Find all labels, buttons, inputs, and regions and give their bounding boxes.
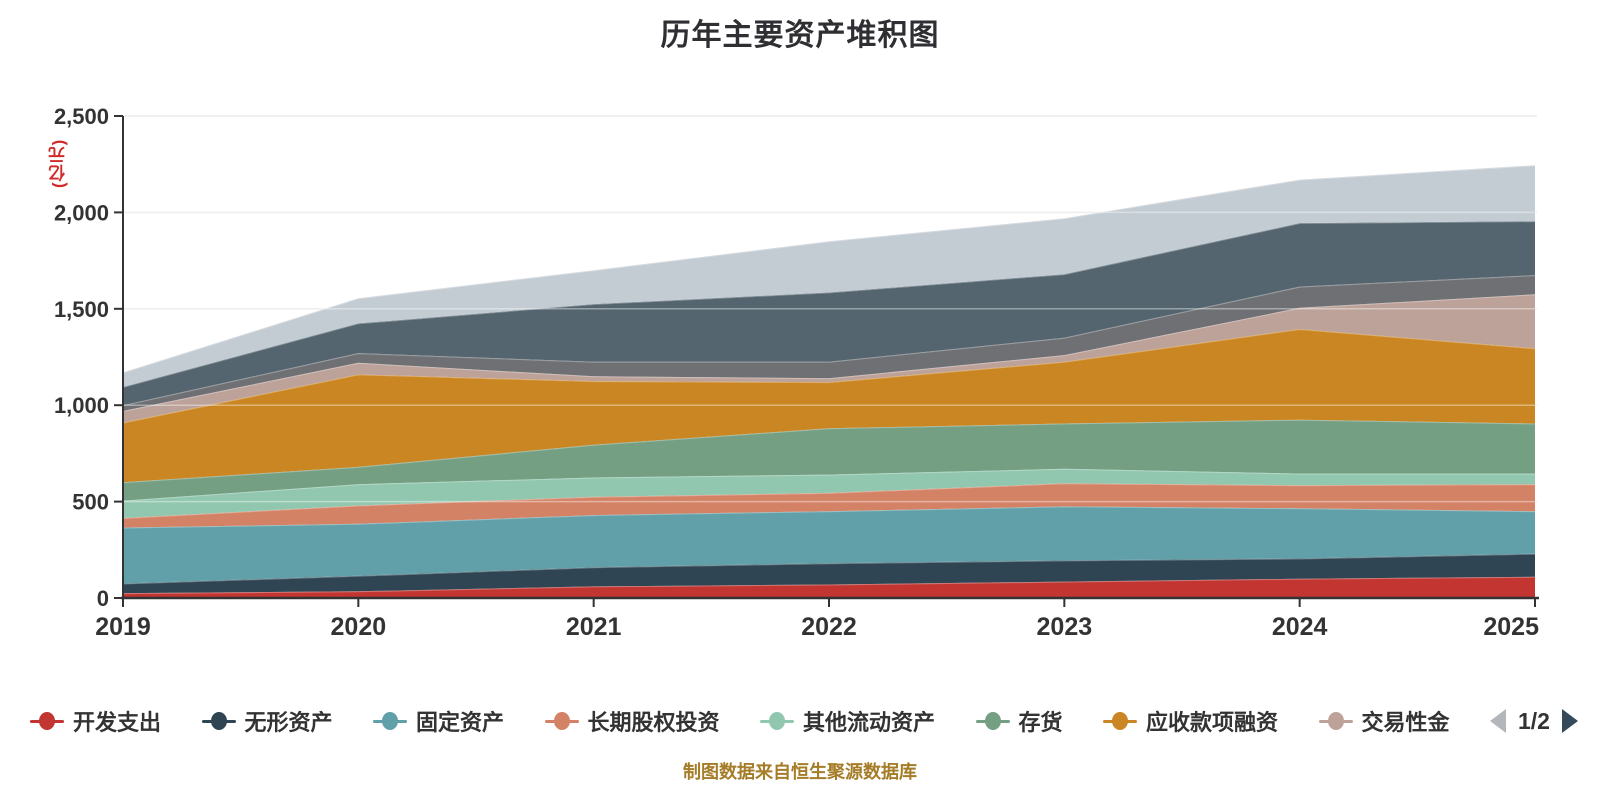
legend-marker-icon [201, 712, 236, 730]
y-tick-label: 1,000 [54, 393, 109, 418]
legend-label: 开发支出 [73, 710, 162, 735]
data-source-credit: 制图数据来自恒生聚源数据库 [683, 762, 917, 782]
y-tick-label: 0 [97, 586, 109, 611]
legend-marker-icon [1318, 712, 1353, 730]
x-tick-label: 2021 [566, 613, 622, 641]
area-series-无形资产[interactable] [123, 553, 1535, 594]
x-tick-label: 2025 [1483, 613, 1539, 641]
y-tick-label: 1,500 [54, 297, 109, 322]
legend-item-交易性金[interactable]: 交易性金 [1318, 705, 1450, 737]
area-series-page2-series-11[interactable] [123, 165, 1535, 387]
legend-label: 其他流动资产 [803, 710, 936, 735]
legend-marker-icon [30, 712, 64, 730]
legend: 开发支出 无形资产 固定资产 长期股权投资 其他流动资产 存货 应收款项融资 交易性金 1/2 [30, 700, 1578, 742]
legend-label: 长期股权投资 [587, 710, 720, 735]
x-tick-label: 2022 [801, 613, 857, 641]
legend-label: 应收款项融资 [1146, 710, 1279, 735]
area-series-应收款项融资[interactable] [123, 329, 1535, 483]
y-tick-label: 500 [72, 490, 109, 515]
legend-marker-icon [1103, 712, 1137, 730]
legend-marker-icon [760, 712, 794, 730]
x-tick-label: 2019 [95, 613, 151, 641]
legend-item-其他流动资产[interactable]: 其他流动资产 [760, 705, 935, 737]
legend-marker-icon [544, 712, 579, 730]
legend-label: 固定资产 [416, 710, 505, 735]
legend-marker-icon [373, 712, 407, 730]
y-tick-label: 2,000 [54, 200, 109, 225]
series-line [122, 164, 1536, 374]
legend-marker-icon [975, 712, 1010, 730]
legend-page-indicator: 1/2 [1518, 707, 1550, 734]
area-series-page2-series-9[interactable] [123, 275, 1535, 411]
area-series-page2-series-10[interactable] [123, 221, 1535, 406]
area-series-固定资产[interactable] [123, 506, 1535, 584]
legend-label: 存货 [1018, 710, 1063, 735]
legend-item-长期股权投资[interactable]: 长期股权投资 [544, 705, 720, 737]
x-tick-label: 2024 [1272, 613, 1328, 641]
legend-item-应收款项融资[interactable]: 应收款项融资 [1103, 705, 1278, 737]
legend-item-固定资产[interactable]: 固定资产 [373, 705, 504, 737]
legend-item-无形资产[interactable]: 无形资产 [201, 705, 333, 737]
y-tick-label: 2,500 [54, 104, 109, 129]
chart-title: 历年主要资产堆积图 [660, 19, 940, 52]
legend-item-开发支出[interactable]: 开发支出 [30, 705, 161, 737]
area-series-存货[interactable] [123, 419, 1535, 501]
legend-pager: 1/2 [1490, 708, 1578, 735]
x-tick-label: 2020 [331, 613, 387, 641]
legend-item-存货[interactable]: 存货 [975, 705, 1063, 737]
area-series-交易性金[interactable] [123, 294, 1535, 423]
legend-label: 无形资产 [244, 710, 333, 735]
area-series-长期股权投资[interactable] [123, 483, 1535, 528]
legend-next-page-icon[interactable] [1561, 709, 1578, 733]
legend-label: 交易性金 [1361, 710, 1450, 735]
x-tick-label: 2023 [1037, 613, 1093, 641]
stacked-area-chart: 0 500 1,000 1,500 2,000 2,500 2019 2020 2021 2022… [54, 104, 1539, 641]
area-series-其他流动资产[interactable] [123, 468, 1535, 518]
area-series-开发支出[interactable] [123, 576, 1535, 598]
legend-prev-page-icon[interactable] [1490, 709, 1506, 733]
